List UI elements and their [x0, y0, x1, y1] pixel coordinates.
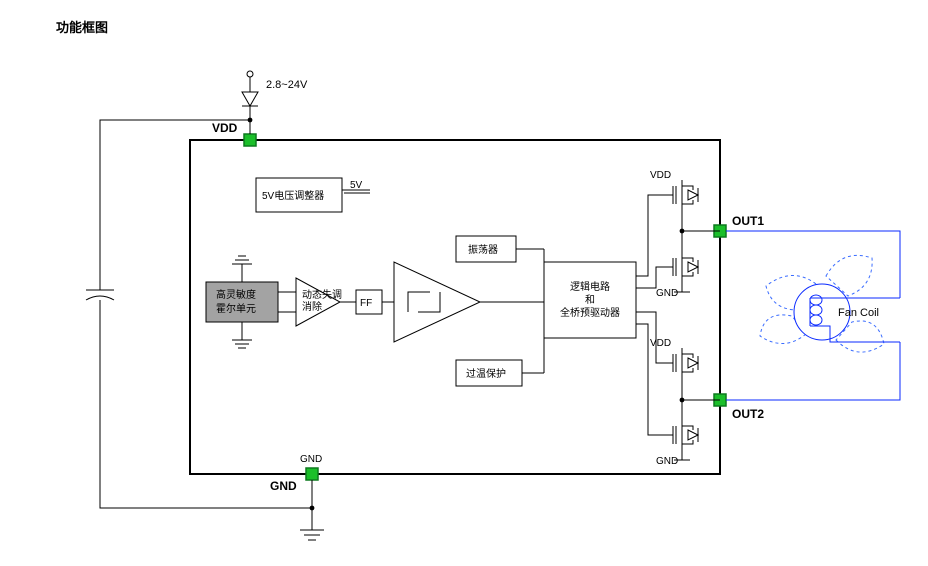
text-logic-1: 逻辑电路 [570, 280, 610, 293]
text-offset-1: 动态失调 [302, 288, 342, 301]
label-gnd-small-2: GND [656, 456, 678, 467]
block-hall [206, 282, 278, 322]
label-supply-range: 2.8~24V [266, 79, 308, 91]
text-regulator: 5V电压调整器 [262, 189, 324, 202]
label-gnd2: GND [300, 454, 322, 465]
wire-out2-to-coil [726, 342, 900, 400]
label-gnd: GND [270, 479, 297, 493]
label-out2: OUT2 [732, 407, 764, 421]
block-diagram: 功能框图 VDD GND GND OUT1 OUT2 2.8~24V 5V电压调… [0, 0, 928, 566]
pin-vdd [244, 134, 256, 146]
label-vdd-small-1: VDD [650, 170, 671, 181]
text-logic-3: 全桥预驱动器 [560, 306, 620, 319]
block-comparator [394, 262, 480, 342]
junction-gnd [310, 506, 315, 511]
wire-gate-1b [636, 267, 664, 288]
wire-top-to-cap [100, 120, 250, 290]
pin-gnd [306, 468, 318, 480]
diagram-title: 功能框图 [56, 20, 108, 35]
fan-coil [760, 255, 900, 352]
mosfet-1b [664, 252, 698, 282]
wire-cap-to-gnd [100, 300, 312, 508]
text-offset-2: 消除 [302, 300, 322, 313]
label-out1: OUT1 [732, 214, 764, 228]
supply-node [247, 71, 253, 77]
mosfet-2b [664, 420, 698, 450]
label-gnd-small-1: GND [656, 288, 678, 299]
cap-plate-bottom-curve [86, 296, 114, 300]
diode-triangle [242, 92, 258, 106]
mosfet-2a [664, 348, 698, 378]
text-logic-2: 和 [585, 294, 595, 306]
wire-gate-1a [636, 195, 664, 276]
text-oscillator: 振荡器 [468, 243, 498, 256]
mosfet-1a [664, 180, 698, 210]
label-5v: 5V [350, 180, 363, 191]
text-hall-1: 高灵敏度 [216, 288, 256, 301]
text-ff: FF [360, 298, 372, 309]
label-vdd-small-2: VDD [650, 338, 671, 349]
label-vdd: VDD [212, 121, 238, 135]
junction-out1 [680, 229, 685, 234]
label-fan-coil: Fan Coil [838, 307, 879, 319]
junction-out2 [680, 398, 685, 403]
text-overtemp: 过温保护 [466, 367, 506, 380]
text-hall-2: 霍尔单元 [216, 302, 256, 315]
